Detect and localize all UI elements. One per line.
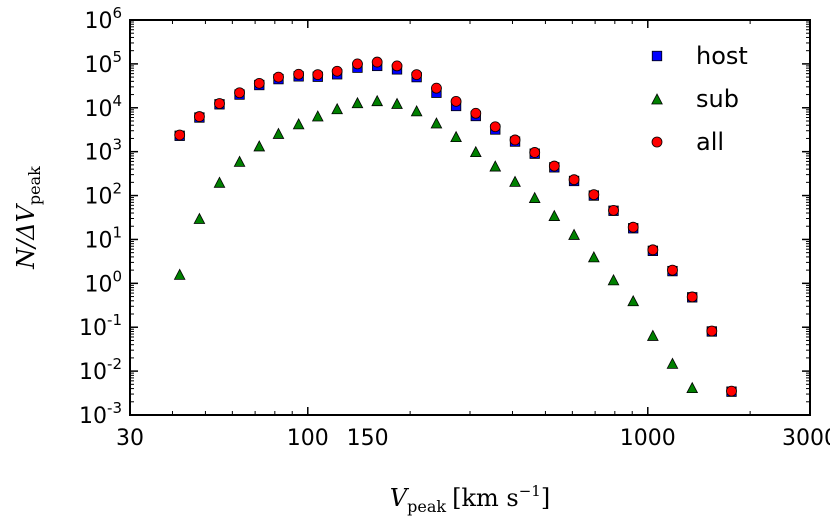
- legend-marker-all: [651, 136, 663, 148]
- y-tick-label: 102: [84, 180, 122, 210]
- y-tick-label: 100: [84, 267, 122, 297]
- legend-label-sub: sub: [696, 85, 739, 113]
- sub-point: [528, 191, 541, 203]
- y-tick-label: 103: [84, 136, 122, 166]
- sub-point: [587, 251, 600, 263]
- sub-point: [666, 357, 679, 369]
- sub-point: [568, 228, 580, 240]
- all-point: [686, 291, 698, 303]
- sub-point: [607, 274, 620, 286]
- y-tick-label: 10-2: [79, 355, 122, 385]
- y-tick-label: 10-1: [79, 311, 122, 341]
- all-point: [174, 129, 186, 141]
- sub-point: [173, 268, 186, 280]
- sub-point: [627, 294, 640, 307]
- x-tick-label: 100: [287, 426, 329, 451]
- sub-point: [469, 145, 482, 158]
- all-point: [214, 98, 225, 109]
- sub-point: [351, 96, 364, 109]
- y-tick-label: 105: [84, 48, 122, 78]
- ticks-layer: [130, 19, 810, 416]
- sub-point: [646, 329, 659, 341]
- sub-point: [213, 176, 226, 188]
- sub-point: [450, 130, 462, 143]
- sub-point: [391, 97, 403, 109]
- x-tick-label: 1000: [620, 426, 676, 451]
- all-point: [234, 87, 245, 99]
- all-point: [371, 56, 383, 68]
- all-point: [647, 244, 659, 256]
- sub-point: [193, 212, 206, 224]
- all-point: [529, 147, 541, 158]
- all-point: [489, 121, 501, 133]
- plot-frame: [129, 19, 811, 416]
- sub-point: [410, 105, 423, 117]
- sub-point: [489, 160, 502, 172]
- legend-marker-host: [651, 50, 663, 62]
- sub-point: [253, 140, 266, 152]
- all-point: [411, 69, 423, 81]
- legend-label-host: host: [696, 42, 748, 70]
- all-point: [706, 325, 718, 337]
- sub-point: [509, 175, 521, 187]
- sub-point: [311, 110, 324, 122]
- all-point: [588, 189, 600, 201]
- sub-point: [371, 94, 384, 107]
- legend: host sub all: [651, 42, 748, 156]
- all-point: [667, 264, 678, 276]
- all-point: [608, 204, 619, 216]
- sub-point: [292, 118, 305, 130]
- all-point: [253, 77, 265, 89]
- all-point: [194, 111, 205, 122]
- sub-point: [272, 127, 285, 139]
- all-point: [548, 160, 560, 172]
- legend-label-all: all: [696, 128, 724, 156]
- all-point: [391, 60, 403, 72]
- all-point: [509, 134, 521, 146]
- series-all: [174, 56, 737, 397]
- all-point: [331, 65, 343, 77]
- points-layer: [173, 56, 737, 397]
- all-point: [352, 58, 363, 70]
- all-point: [312, 69, 324, 81]
- sub-point: [233, 155, 246, 167]
- sub-point: [331, 102, 344, 115]
- series-host: [174, 60, 737, 397]
- all-point: [627, 221, 639, 233]
- y-tick-label: 104: [84, 92, 122, 122]
- all-point: [273, 71, 284, 83]
- all-point: [450, 95, 462, 107]
- series-sub: [173, 94, 699, 394]
- y-tick-label: 106: [84, 4, 122, 34]
- y-tick-label: 101: [84, 223, 122, 253]
- x-axis-label: Vpeak [km s−1]: [390, 482, 550, 516]
- all-point: [470, 107, 482, 119]
- sub-point: [548, 209, 561, 221]
- labels-layer: 30 100 150 1000 3000 10-3 10-2 10-1 100 101 102 103…: [12, 4, 830, 516]
- sub-point: [430, 117, 443, 129]
- sub-point: [686, 381, 699, 394]
- x-tick-label: 30: [116, 426, 144, 451]
- x-tick-label: 150: [347, 426, 389, 451]
- all-point: [726, 385, 737, 397]
- all-point: [293, 68, 305, 80]
- all-point: [568, 174, 580, 186]
- legend-marker-sub: [651, 93, 663, 105]
- y-tick-label: 10-3: [79, 399, 122, 429]
- x-tick-label: 3000: [782, 426, 830, 451]
- y-axis-label: N/ΔVpeak: [12, 166, 44, 270]
- all-point: [431, 82, 442, 94]
